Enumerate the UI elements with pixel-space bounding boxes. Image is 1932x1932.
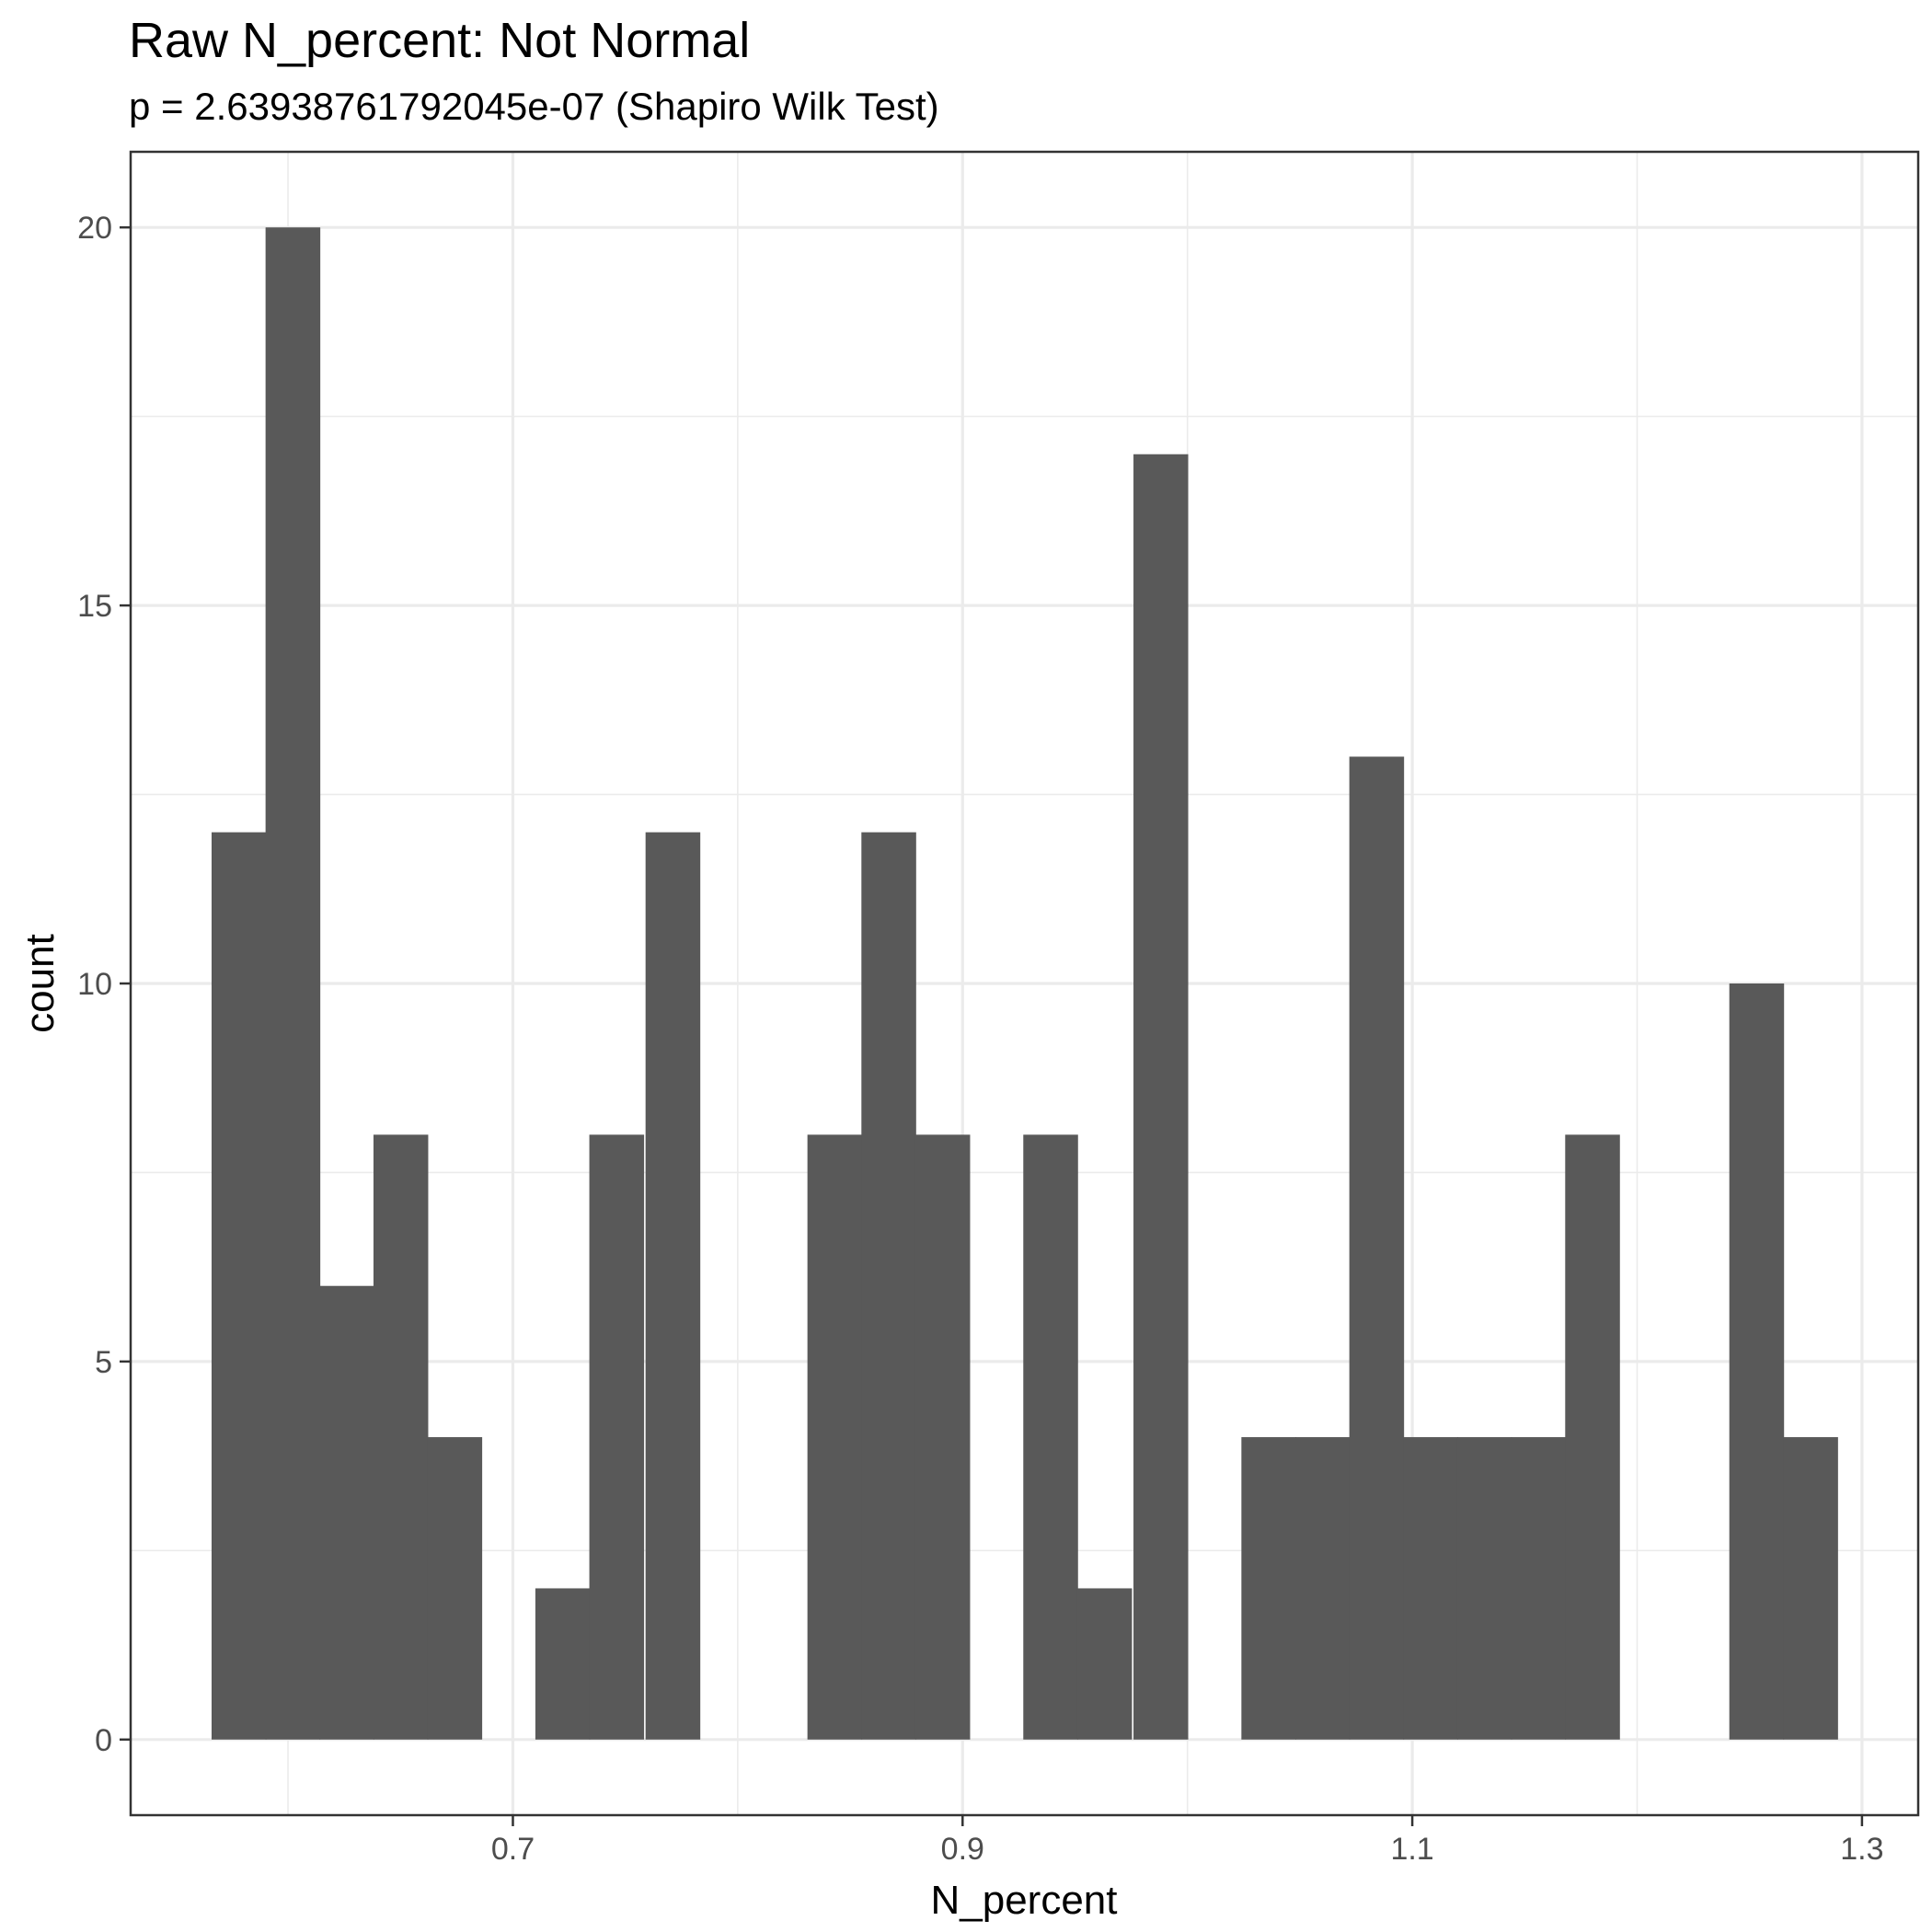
histogram-bar <box>535 1588 591 1740</box>
histogram-bar <box>1729 983 1785 1740</box>
y-axis-title: count <box>17 934 63 1033</box>
histogram-bar <box>373 1134 429 1740</box>
histogram-bar <box>1783 1437 1838 1740</box>
histogram-bar <box>914 1134 971 1740</box>
histogram-bar <box>1565 1134 1620 1740</box>
histogram-bar <box>265 227 321 1740</box>
x-tick-label: 1.3 <box>1840 1832 1883 1867</box>
histogram-bar <box>1456 1437 1512 1740</box>
y-tick-label: 10 <box>77 967 112 1002</box>
histogram-bar <box>589 1134 645 1740</box>
y-tick-label: 20 <box>77 211 112 246</box>
histogram-bar <box>645 832 701 1740</box>
histogram-bar <box>427 1437 483 1740</box>
x-tick-label: 0.9 <box>941 1832 984 1867</box>
chart-subtitle: p = 2.63938761792045e-07 (Shapiro Wilk T… <box>129 85 939 128</box>
histogram-bar <box>319 1285 374 1740</box>
chart-title: Raw N_percent: Not Normal <box>129 13 750 68</box>
histogram-bar <box>1511 1437 1567 1740</box>
histogram-bar <box>1076 1588 1133 1740</box>
x-axis-ticks: 0.7 0.9 1.1 1.3 <box>491 1815 1884 1867</box>
histogram-bar <box>1133 454 1189 1740</box>
y-axis-ticks: 0 5 10 15 20 <box>77 211 131 1758</box>
y-tick-label: 15 <box>77 589 112 624</box>
y-tick-label: 0 <box>95 1723 112 1758</box>
histogram-bars <box>211 227 1838 1740</box>
x-axis-title: N_percent <box>930 1878 1117 1923</box>
histogram-bar <box>211 832 267 1740</box>
histogram-bar <box>1241 1437 1296 1740</box>
x-tick-label: 0.7 <box>491 1832 535 1867</box>
histogram-bar <box>1295 1437 1351 1740</box>
y-tick-label: 5 <box>95 1345 112 1380</box>
histogram-bar <box>861 832 916 1740</box>
histogram-bar <box>1349 756 1405 1740</box>
histogram-bar <box>1403 1437 1458 1740</box>
histogram-bar <box>807 1134 863 1740</box>
x-tick-label: 1.1 <box>1390 1832 1433 1867</box>
histogram-bar <box>1023 1134 1078 1740</box>
